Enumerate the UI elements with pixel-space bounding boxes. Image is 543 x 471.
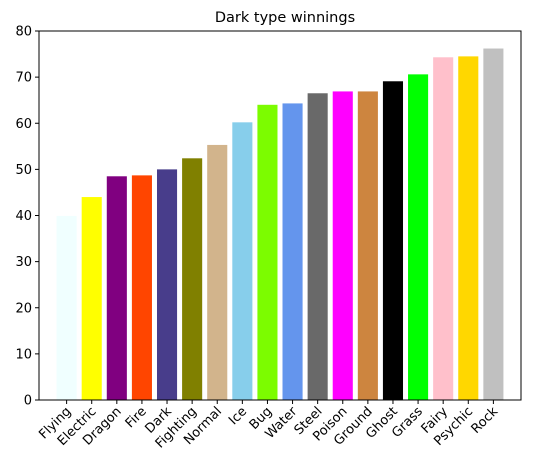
bar-fairy [433, 57, 454, 400]
y-tick-label: 50 [15, 163, 32, 178]
bar-ghost [382, 81, 404, 401]
y-tick-label: 60 [15, 117, 32, 132]
bar-grass [408, 74, 429, 401]
bar-fire [131, 175, 152, 400]
bar-dark [156, 169, 178, 400]
bar-water [282, 103, 303, 400]
bar-normal [207, 144, 228, 400]
x-tick-label: Rock [469, 404, 502, 437]
bar-ground [357, 91, 378, 400]
x-tick-label: Ice [226, 404, 250, 428]
bar-poison [332, 91, 353, 400]
bar-ice [232, 122, 253, 400]
bar-bug [257, 104, 278, 401]
plot-frame [38, 30, 522, 401]
chart-title: Dark type winnings [215, 10, 355, 26]
y-tick-label: 80 [15, 25, 32, 40]
bar-flying [56, 215, 77, 400]
bar-psychic [458, 56, 479, 401]
y-tick-label: 70 [15, 71, 32, 86]
y-tick-label: 30 [15, 255, 32, 270]
bar-fighting [182, 158, 203, 400]
y-tick-label: 40 [15, 209, 32, 224]
y-axis: 0 10 20 30 40 50 60 70 80 [15, 25, 39, 409]
bar-electric [81, 197, 102, 400]
y-tick-label: 10 [15, 347, 32, 362]
bar-rock [483, 48, 504, 401]
x-axis: FlyingElectricDragonFireDarkFightingNorm… [36, 400, 502, 451]
y-tick-label: 20 [15, 301, 32, 316]
y-tick-label: 0 [24, 394, 32, 409]
bar-steel [307, 93, 328, 401]
bars-group [56, 48, 504, 401]
bar-dragon [106, 176, 127, 400]
